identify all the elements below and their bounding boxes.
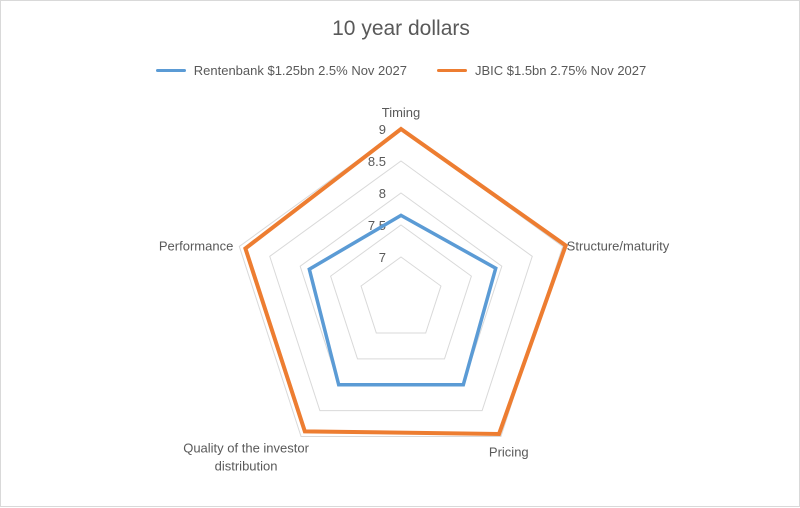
axis-label-1-line-0: Structure/maturity [567,238,670,253]
axis-label-2-line-0: Pricing [489,445,529,460]
axis-label-4: Performance [159,238,233,253]
axis-label-0-line-0: Timing [382,105,421,120]
axis-label-0: Timing [382,105,421,120]
tick-label-2: 8 [379,186,386,201]
series-line-1 [245,129,565,434]
tick-label-0: 7 [379,250,386,265]
axis-label-3-line-1: distribution [215,459,278,474]
grid-ring-0 [361,257,441,333]
axis-label-3-line-0: Quality of the investor [183,441,309,456]
axis-label-4-line-0: Performance [159,238,233,253]
axis-label-2: Pricing [489,445,529,460]
axis-label-3: Quality of the investor distribution [183,441,309,474]
tick-label-4: 9 [379,122,386,137]
axis-label-1: Structure/maturity [567,238,670,253]
tick-label-3: 8.5 [368,154,386,169]
